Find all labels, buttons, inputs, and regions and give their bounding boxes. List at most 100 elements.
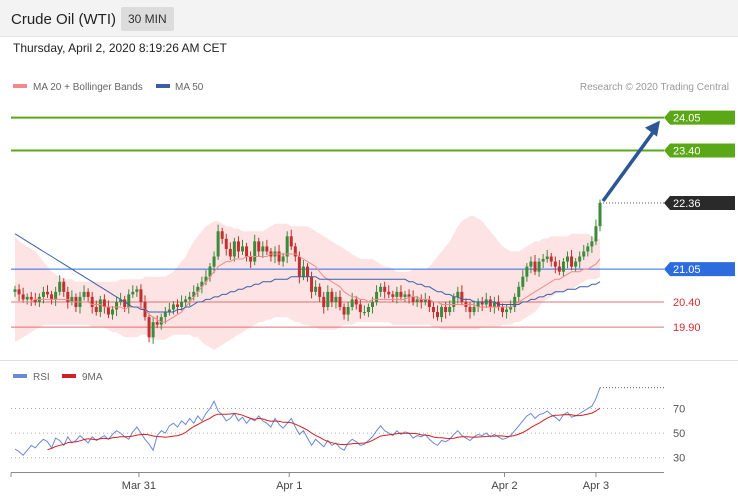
candle [330,291,334,302]
candle [123,299,127,307]
candle [541,259,545,262]
candle [476,301,480,307]
candle [472,306,476,313]
candle [314,286,318,292]
candle [155,322,159,325]
candle [208,266,212,277]
candle [598,202,602,227]
timeframe-badge[interactable]: 30 MIN [121,7,174,31]
candle [17,289,21,295]
candle [176,304,179,307]
candle [147,317,151,338]
candle [521,276,525,287]
candle [448,306,452,313]
candle [590,241,594,247]
rsi-line [14,387,601,457]
candle [131,291,135,295]
candle [395,291,399,297]
candle [505,309,509,313]
candle [98,299,102,313]
candle [452,296,456,307]
candle [334,296,338,302]
candle [350,299,354,307]
candle [127,294,131,307]
level-label-24.05: 24.05 [673,113,701,125]
candle [241,246,244,252]
rsi-legend-swatch [13,374,27,378]
candle [33,299,37,302]
candle [232,241,236,257]
candle [236,241,240,252]
candle [371,301,374,307]
level-label-20.40: 20.40 [673,297,701,309]
candle [41,291,45,297]
candle [383,286,387,292]
level-label-23.40: 23.40 [673,145,701,157]
candle [346,306,350,315]
candle [582,251,586,257]
candle [261,246,265,252]
ma20-legend-label: MA 20 + Bollinger Bands [33,82,143,93]
candle [265,246,269,252]
candle [54,291,58,300]
candle [456,291,460,297]
candle [342,306,346,315]
candle [224,238,228,249]
candle [102,299,106,307]
level-tag-22.36 [664,195,735,210]
candle [58,281,62,292]
candle [139,289,143,302]
candle [436,312,439,318]
candle [440,306,444,318]
candle [184,299,188,302]
ma9-legend-label: 9MA [82,372,103,383]
candle [167,309,171,313]
ma20-legend-swatch [13,84,27,88]
ma50-line [14,233,601,313]
candle [90,296,94,307]
candle [411,296,415,302]
candle [204,276,208,282]
level-label-19.90: 19.90 [673,322,701,334]
candle [301,266,305,277]
candle [25,296,29,300]
candle [399,291,403,297]
candle [151,322,155,338]
candle [566,256,569,262]
candle [375,291,379,302]
candle [549,256,553,262]
candle [525,266,529,277]
x-tick-label: Apr 1 [276,480,302,492]
candle [379,286,383,292]
candle [66,291,70,302]
trend-arrow-shaft [601,128,657,203]
candle [338,296,342,307]
candle [322,296,326,307]
candle [289,236,293,247]
candle [285,236,289,257]
candle [21,294,25,300]
candle [192,291,196,297]
candle [557,266,561,272]
candle [86,291,90,297]
candle [419,299,423,302]
candle [501,306,504,313]
research-credit: Research © 2020 Trading Central [580,82,729,93]
candle [159,317,163,325]
candle [427,299,431,307]
candle [468,306,472,313]
candle [196,286,200,292]
candle [354,299,358,305]
candle [460,291,464,302]
candle [480,301,484,305]
rsi-tick-label-50: 50 [673,428,685,440]
candle [297,256,301,277]
candle [561,261,565,272]
candle [163,312,167,318]
candle [326,291,330,307]
candle [358,304,362,313]
instrument-title: Crude Oil (WTI) [11,11,116,28]
ma9-legend-swatch [62,374,76,378]
candle [13,289,17,292]
